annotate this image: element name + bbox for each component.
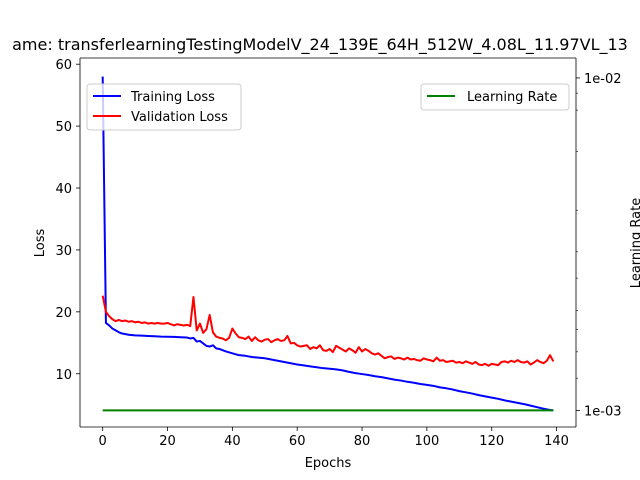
x-tick-label: 20	[159, 434, 176, 449]
y2-tick-label: 1e-03	[584, 404, 622, 419]
y2-axis-label: Learning Rate	[629, 198, 640, 288]
legend-label-learning-rate: Learning Rate	[467, 90, 557, 105]
x-axis-label: Epochs	[305, 456, 352, 471]
series-line-validation-loss	[101, 295, 555, 367]
plot-frame	[79, 57, 577, 428]
legend-learning-rate: Learning Rate	[420, 83, 570, 111]
x-axis: 0 20 40 60 80 100 120 140	[99, 427, 569, 449]
x-tick-label: 120	[479, 434, 504, 449]
x-tick-label: 140	[544, 434, 569, 449]
x-tick-label: 80	[354, 434, 371, 449]
y-tick-label: 20	[55, 306, 72, 321]
legend-label-validation-loss: Validation Loss	[131, 110, 228, 125]
legend-lr-frame	[420, 83, 570, 111]
x-tick-label: 60	[289, 434, 306, 449]
chart-title: ame: transferlearningTestingModelV_24_13…	[12, 35, 628, 55]
legend-label-training-loss: Training Loss	[130, 90, 215, 105]
x-tick-label: 100	[414, 434, 439, 449]
x-tick-label: 40	[224, 434, 241, 449]
y-axis-left: 10 20 30 40 50 60	[55, 58, 80, 383]
x-tick-label: 0	[99, 434, 107, 449]
series-layer	[101, 76, 555, 412]
y-tick-label: 30	[55, 244, 72, 259]
y-tick-label: 40	[55, 182, 72, 197]
y-tick-label: 60	[55, 58, 72, 73]
legend-loss: Training Loss Validation Loss	[86, 83, 242, 131]
series-line-training-loss	[101, 76, 554, 412]
y2-tick-label: 1e-02	[584, 72, 622, 87]
y-axis-right: 1e-03 1e-02	[576, 72, 622, 419]
y-axis-label: Loss	[33, 229, 48, 258]
y-tick-label: 50	[55, 120, 72, 135]
legend-loss-frame	[86, 83, 242, 131]
y-tick-label: 10	[55, 368, 72, 383]
